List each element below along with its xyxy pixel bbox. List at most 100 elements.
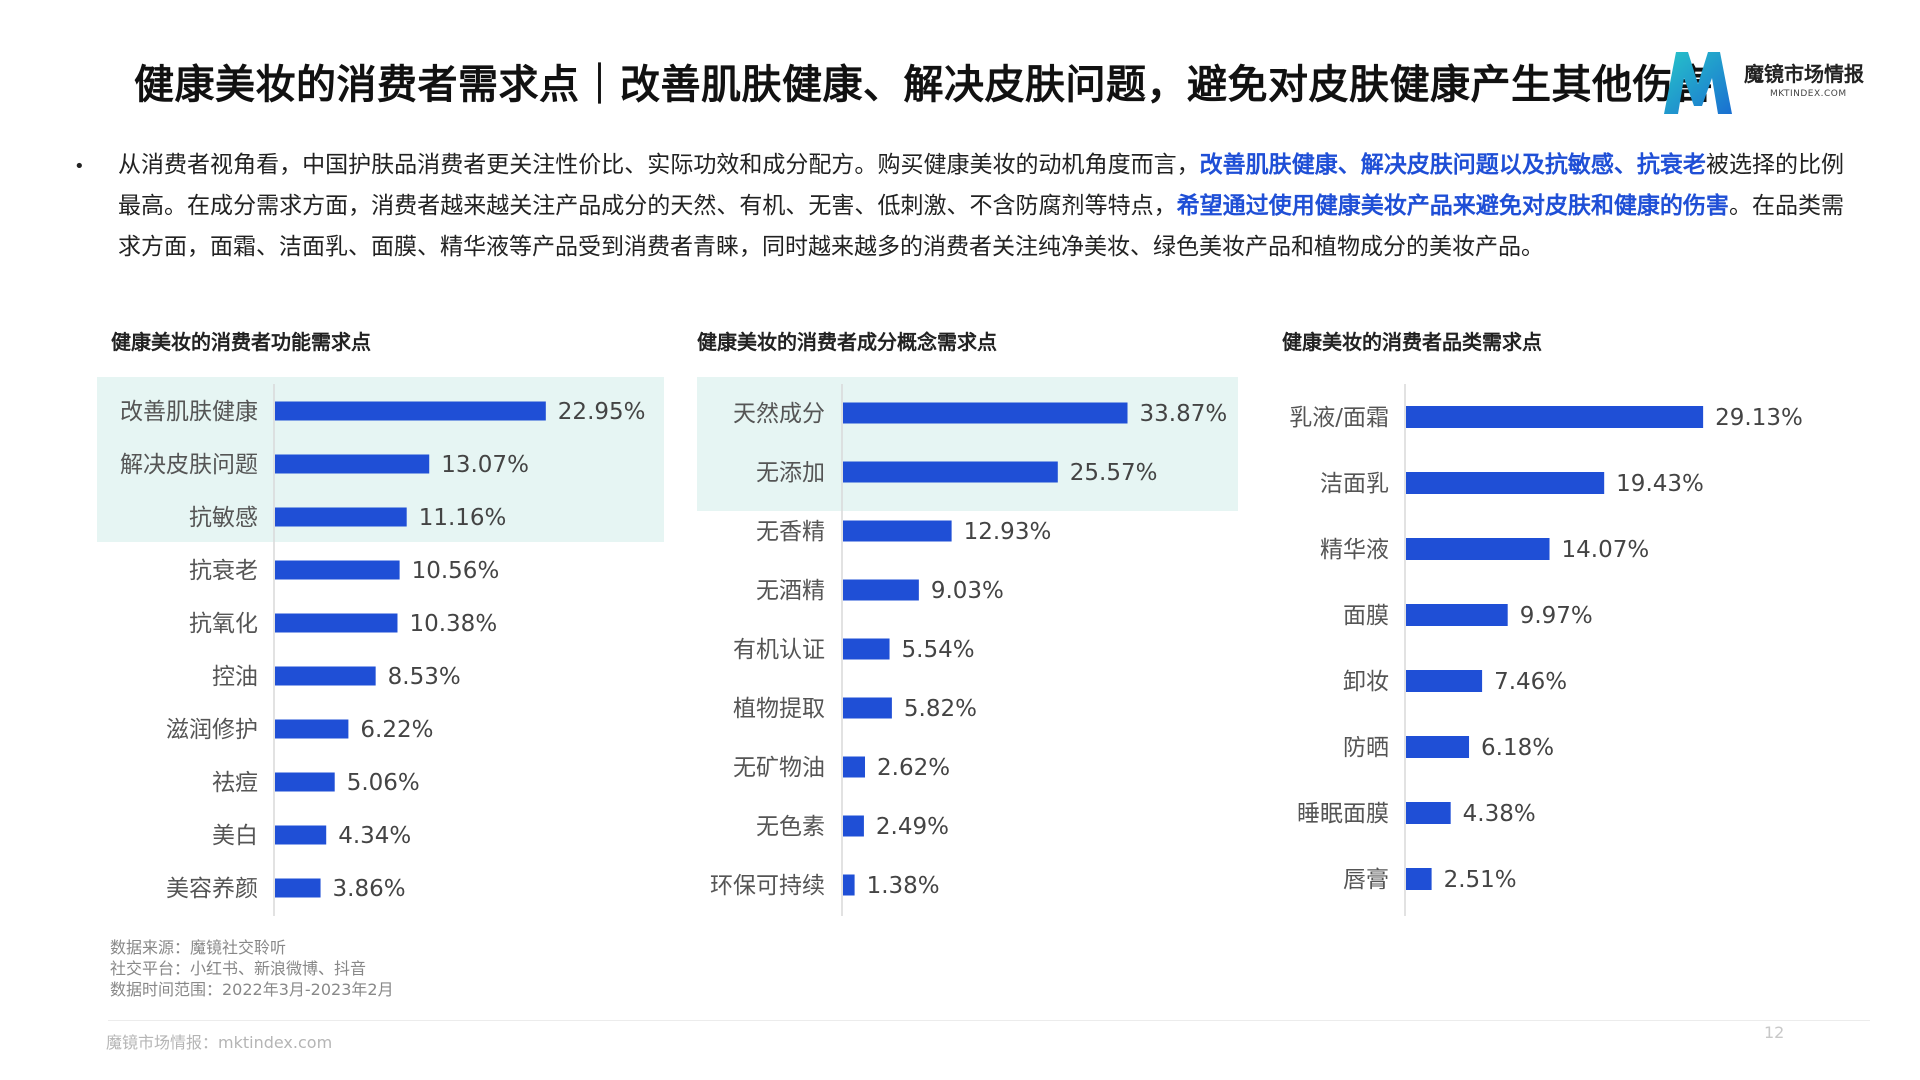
ingredient-bar: [843, 874, 855, 896]
ingredient-value-label: 1.38%: [867, 873, 940, 899]
ingredient-value-label: 12.93%: [964, 519, 1052, 545]
footer-timerange: 数据时间范围：2022年3月-2023年2月: [110, 980, 394, 999]
footer-divider: [108, 1020, 1870, 1021]
functional-category-label: 滋润修护: [166, 717, 258, 743]
ingredient-category-label: 植物提取: [733, 696, 825, 722]
ingredient-value-label: 25.57%: [1070, 460, 1158, 486]
functional-value-label: 22.95%: [558, 399, 646, 425]
functional-bar: [275, 719, 349, 739]
functional-category-label: 祛痘: [212, 770, 258, 796]
functional-bar: [275, 772, 335, 792]
logo-name: 魔镜市场情报: [1744, 62, 1864, 86]
category-bar: [1406, 472, 1605, 494]
functional-bar: [275, 507, 407, 527]
para-text-1: 从消费者视角看，中国护肤品消费者更关注性价比、实际功效和成分配方。购买健康美妆的…: [118, 152, 1200, 178]
bullet-dot: •: [74, 156, 85, 177]
ingredient-value-label: 2.62%: [877, 755, 950, 781]
para-highlight-1: 改善肌肤健康、解决皮肤问题以及抗敏感、抗衰老: [1199, 152, 1706, 178]
footer-platforms: 社交平台：小红书、新浪微博、抖音: [110, 959, 367, 978]
ingredient-category-label: 无矿物油: [733, 755, 825, 781]
para-text-3: 。在品类需求方面，面霜、洁面乳、面膜、精华液等产品受到消费者青睐，同时越来越多的…: [118, 193, 1845, 260]
ingredient-value-label: 2.49%: [876, 814, 949, 840]
functional-value-label: 11.16%: [419, 505, 507, 531]
para-highlight-2: 希望通过使用健康美妆产品来避免对皮肤和健康的伤害: [1176, 193, 1729, 219]
ingredient-bar: [843, 697, 892, 719]
summary-paragraph: 从消费者视角看，中国护肤品消费者更关注性价比、实际功效和成分配方。购买健康美妆的…: [118, 145, 1844, 268]
category-bar: [1406, 604, 1508, 626]
functional-value-label: 4.34%: [338, 823, 411, 849]
ingredient-category-label: 无色素: [756, 814, 825, 840]
category-value-label: 14.07%: [1562, 537, 1650, 563]
category-category-label: 面膜: [1343, 603, 1389, 629]
functional-value-label: 10.56%: [412, 558, 500, 584]
functional-category-label: 抗氧化: [189, 611, 258, 637]
functional-value-label: 10.38%: [409, 611, 497, 637]
functional-value-label: 8.53%: [388, 664, 461, 690]
functional-value-label: 13.07%: [441, 452, 529, 478]
brand-logo: 魔镜市场情报 MKTINDEX.COM: [1658, 44, 1888, 124]
bar-charts: 改善肌肤健康 22.95% 解决皮肤问题 13.07% 抗敏感 11.16% 抗衰老 10.5…: [97, 377, 1803, 916]
ingredient-value-label: 5.82%: [904, 696, 977, 722]
functional-bar: [275, 401, 546, 421]
ingredient-bar: [843, 402, 1128, 424]
category-bar: [1406, 802, 1451, 824]
category-bar: [1406, 406, 1704, 428]
logo-domain: MKTINDEX.COM: [1770, 89, 1847, 99]
ingredient-category-label: 无酒精: [756, 578, 825, 604]
category-category-label: 唇膏: [1343, 867, 1389, 893]
category-category-label: 精华液: [1320, 537, 1389, 563]
footer-source: 数据来源：魔镜社交聆听: [110, 938, 287, 957]
ingredient-category-label: 无香精: [756, 519, 825, 545]
category-category-label: 乳液/面霜: [1289, 405, 1389, 431]
ingredient-value-label: 9.03%: [931, 578, 1004, 604]
category-value-label: 7.46%: [1494, 669, 1567, 695]
ingredient-bar: [843, 638, 890, 660]
category-value-label: 6.18%: [1481, 735, 1554, 761]
functional-value-label: 5.06%: [347, 770, 420, 796]
data-source-notes: 数据来源：魔镜社交聆听 社交平台：小红书、新浪微博、抖音 数据时间范围：2022…: [110, 937, 394, 1000]
ingredient-category-label: 环保可持续: [710, 873, 825, 899]
functional-bar: [275, 560, 400, 580]
functional-bar: [275, 878, 321, 898]
ingredient-bar: [843, 815, 864, 837]
functional-category-label: 抗衰老: [189, 558, 258, 584]
ingredient-category-label: 无添加: [756, 460, 825, 486]
page-title: 健康美妆的消费者需求点｜改善肌肤健康、解决皮肤问题，避免对皮肤健康产生其他伤害: [134, 62, 1714, 108]
ingredient-category-label: 天然成分: [733, 401, 825, 427]
ingredient-bar: [843, 461, 1058, 483]
category-category-label: 睡眠面膜: [1297, 801, 1389, 827]
para-text-2: 被选择的比例最高。在成分需求方面，消费者越来越关注产品成分的天然、有机、无害、低…: [118, 152, 1845, 219]
functional-bar: [275, 454, 430, 474]
ingredient-bar: [843, 520, 952, 542]
chart-title-functional: 健康美妆的消费者功能需求点: [111, 330, 371, 354]
functional-category-label: 控油: [212, 664, 258, 690]
category-value-label: 4.38%: [1463, 801, 1536, 827]
ingredient-highlight-band: [697, 377, 1238, 511]
category-value-label: 2.51%: [1444, 867, 1517, 893]
category-bar: [1406, 538, 1550, 560]
category-bar: [1406, 868, 1432, 890]
category-value-label: 9.97%: [1520, 603, 1593, 629]
functional-value-label: 6.22%: [360, 717, 433, 743]
category-value-label: 19.43%: [1616, 471, 1704, 497]
chart-title-ingredient: 健康美妆的消费者成分概念需求点: [697, 330, 997, 354]
functional-value-label: 3.86%: [333, 876, 406, 902]
category-bar: [1406, 670, 1483, 692]
functional-category-label: 改善肌肤健康: [120, 399, 258, 425]
page-footer-text: 魔镜市场情报：mktindex.com: [106, 1033, 333, 1052]
category-value-label: 29.13%: [1715, 405, 1803, 431]
category-category-label: 卸妆: [1343, 669, 1389, 695]
ingredient-bar: [843, 579, 919, 601]
category-category-label: 防晒: [1343, 735, 1389, 761]
chart-title-category: 健康美妆的消费者品类需求点: [1282, 330, 1542, 354]
functional-category-label: 抗敏感: [189, 505, 258, 531]
functional-bar: [275, 825, 327, 845]
functional-category-label: 美容养颜: [166, 876, 258, 902]
page-number: 12: [1764, 1023, 1785, 1042]
ingredient-bar: [843, 756, 866, 778]
category-category-label: 洁面乳: [1320, 471, 1389, 497]
ingredient-value-label: 33.87%: [1140, 401, 1228, 427]
mktindex-logo-icon: [1664, 52, 1732, 114]
functional-bar: [275, 666, 376, 686]
ingredient-value-label: 5.54%: [902, 637, 975, 663]
